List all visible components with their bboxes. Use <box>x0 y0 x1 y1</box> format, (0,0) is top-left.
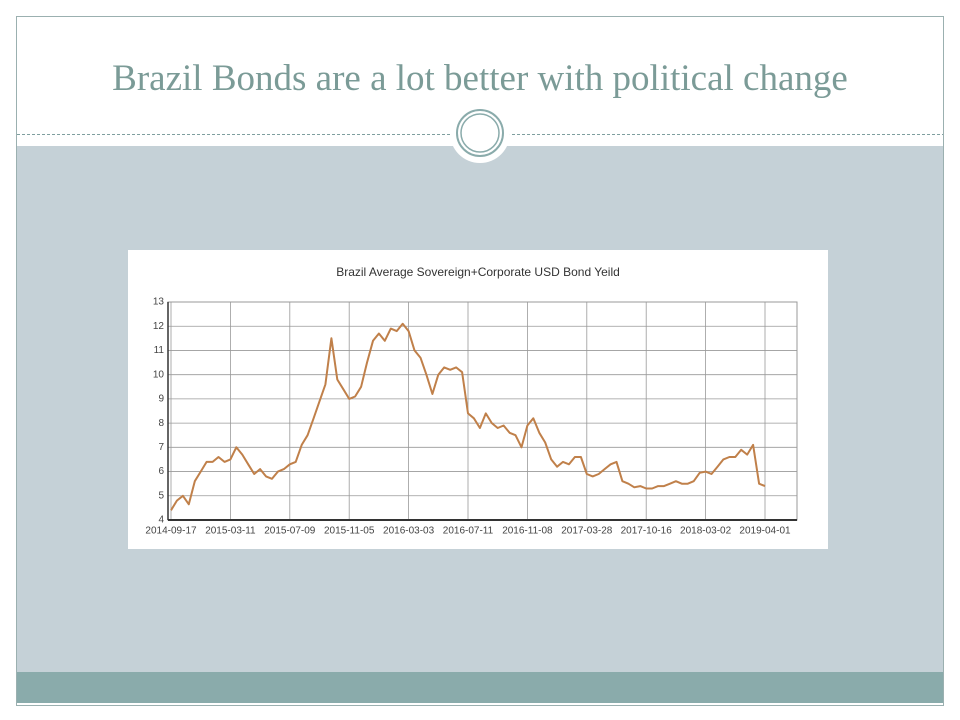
plot: 4 5 6 7 8 9 10 11 12 13 2014-09-17 2015-03-11 2015-0… <box>145 297 798 537</box>
chart-box <box>128 250 828 549</box>
x-tick-label: 2014-09-17 <box>145 526 197 537</box>
y-tick-label: 7 <box>158 442 164 453</box>
x-tick-label: 2016-11-08 <box>502 526 553 537</box>
x-tick-label: 2016-07-11 <box>443 526 494 537</box>
divider-ring <box>456 109 504 157</box>
divider-ring-bg <box>450 103 510 163</box>
x-tick-label: 2015-03-11 <box>205 526 256 537</box>
divider-ring-inner <box>460 113 500 153</box>
x-tick-label: 2019-04-01 <box>739 526 791 537</box>
x-tick-label: 2015-07-09 <box>264 526 316 537</box>
slide-title: Brazil Bonds are a lot better with polit… <box>112 58 848 99</box>
y-tick-label: 12 <box>153 321 165 332</box>
y-tick-label: 6 <box>158 466 164 477</box>
x-tick-label: 2017-03-28 <box>561 526 613 537</box>
y-tick-label: 5 <box>158 490 164 501</box>
series-line <box>170 322 766 511</box>
y-tick-label: 9 <box>158 394 164 405</box>
y-tick-label: 4 <box>158 515 164 526</box>
y-tick-label: 10 <box>153 369 165 380</box>
y-tick-label: 8 <box>158 418 164 429</box>
chart-title: Brazil Average Sovereign+Corporate USD B… <box>336 265 620 279</box>
footer-band <box>17 672 943 703</box>
x-tick-label: 2018-03-02 <box>680 526 732 537</box>
x-tick-label: 2016-03-03 <box>383 526 435 537</box>
x-tick-label: 2017-10-16 <box>621 526 673 537</box>
x-tick-label: 2015-11-05 <box>324 526 375 537</box>
y-tick-label: 13 <box>153 297 165 308</box>
y-tick-label: 11 <box>154 345 165 356</box>
